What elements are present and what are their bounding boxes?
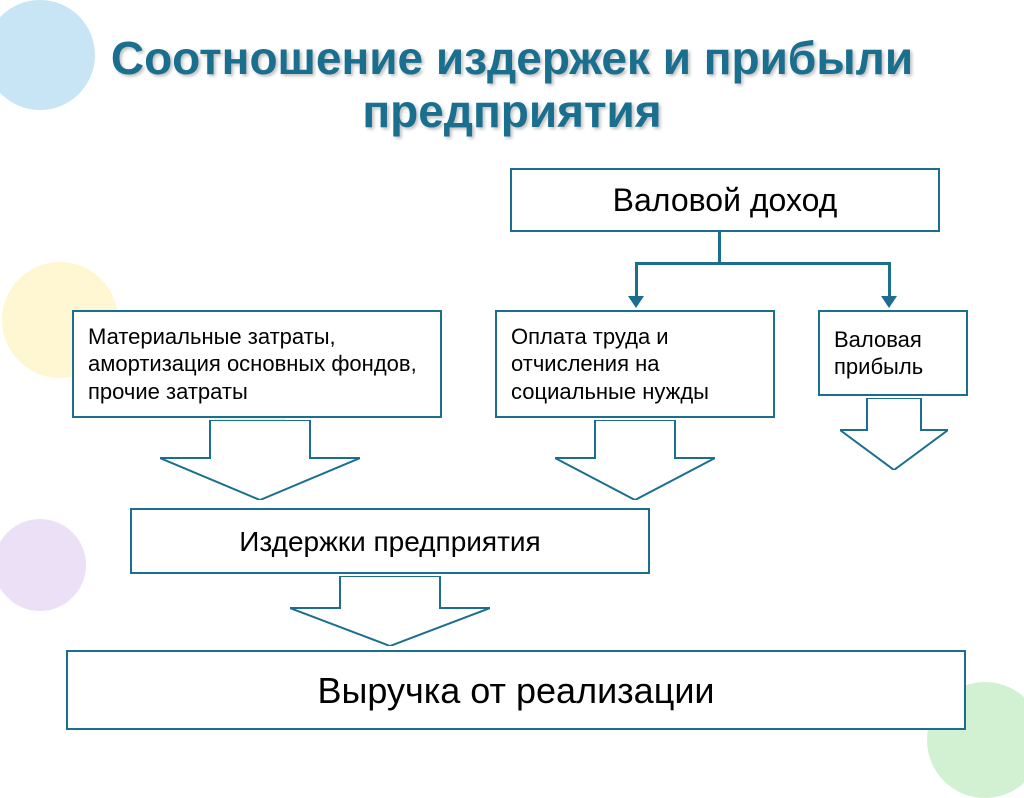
conn-v2-right [888, 262, 891, 298]
node-gross-profit: Валовая прибыль [818, 310, 968, 396]
node-gross-income-label: Валовой доход [613, 180, 838, 220]
node-gross-profit-label: Валовая прибыль [834, 326, 952, 381]
conn-h1 [635, 262, 891, 265]
node-material-costs-label: Материальные затраты, амортизация основн… [88, 323, 426, 406]
bg-circle-4 [0, 519, 86, 611]
node-enterprise-costs: Издержки предприятия [130, 508, 650, 574]
conn-arrowhead-right [881, 296, 897, 308]
block-arrow-1 [160, 420, 360, 500]
conn-v1 [718, 232, 721, 262]
node-gross-income: Валовой доход [510, 168, 940, 232]
node-labor-costs-label: Оплата труда и отчисления на социальные … [511, 323, 759, 406]
conn-arrowhead-left [628, 296, 644, 308]
block-arrow-4 [290, 576, 490, 646]
block-arrow-2 [555, 420, 715, 500]
conn-v2-left [635, 262, 638, 298]
node-material-costs: Материальные затраты, амортизация основн… [72, 310, 442, 418]
node-sales-revenue: Выручка от реализации [66, 650, 966, 730]
node-sales-revenue-label: Выручка от реализации [317, 668, 714, 713]
slide-title: Соотношение издержек и прибыли предприят… [0, 32, 1024, 138]
node-enterprise-costs-label: Издержки предприятия [239, 524, 540, 559]
block-arrow-3 [840, 398, 948, 470]
node-labor-costs: Оплата труда и отчисления на социальные … [495, 310, 775, 418]
